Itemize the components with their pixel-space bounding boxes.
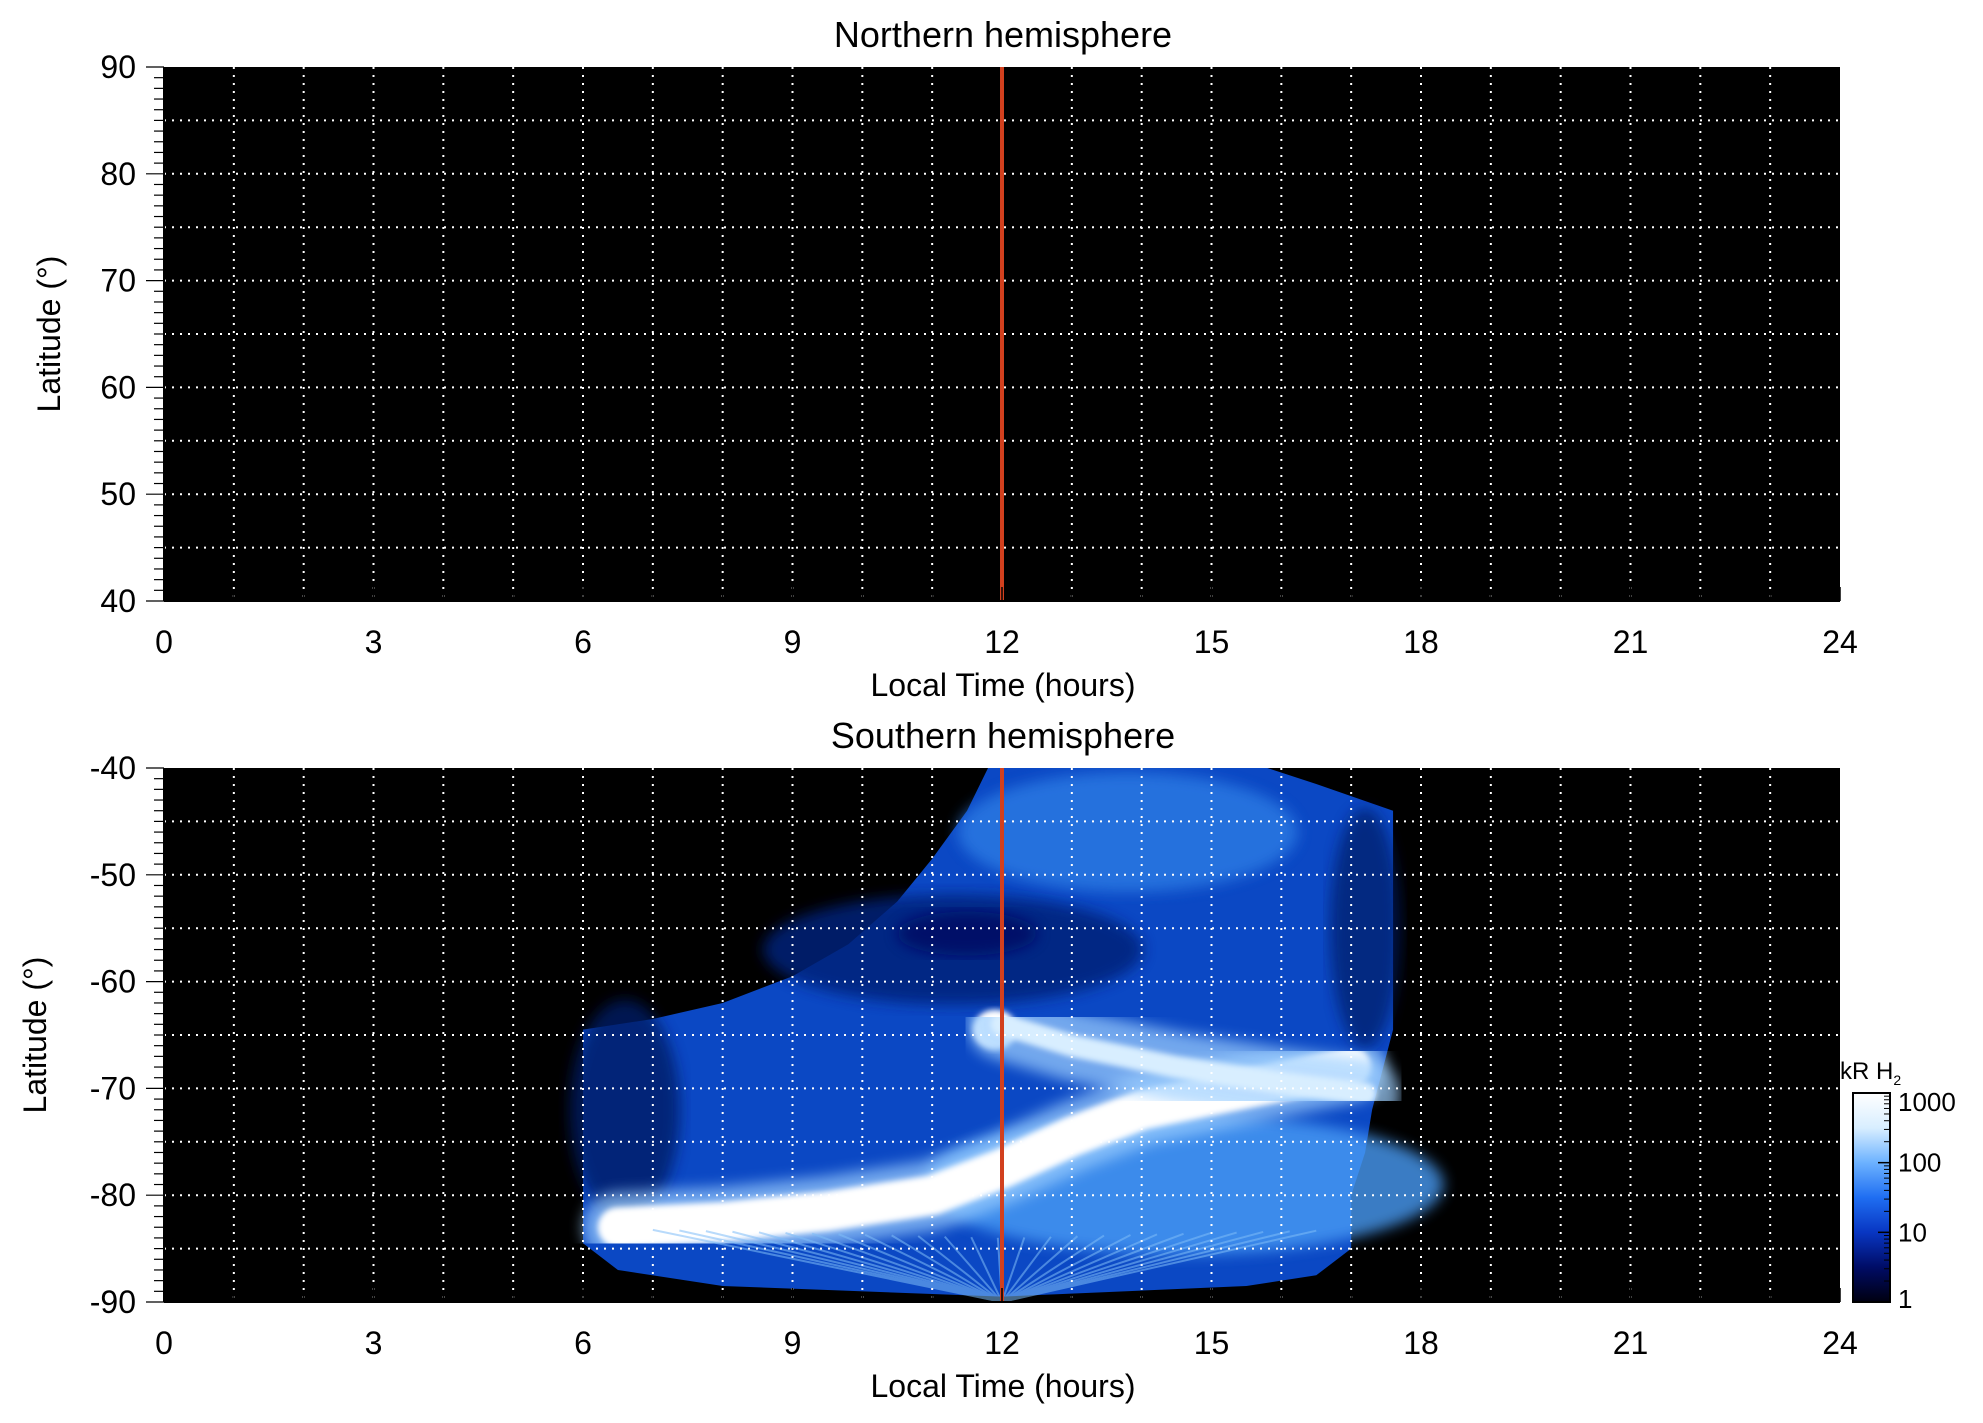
x-tick-label: 12 <box>984 1325 1020 1361</box>
streak <box>1001 1232 1211 1302</box>
colorbar-label: kR H2 <box>1840 1058 1901 1088</box>
polar-streaks <box>652 1228 1317 1302</box>
streak <box>1001 1235 1079 1302</box>
y-axis-label: Latitude (°) <box>17 957 53 1114</box>
x-tick-label: 3 <box>365 1325 383 1361</box>
y-tick-label: -40 <box>90 750 136 786</box>
x-tick-label: 24 <box>1822 1325 1858 1361</box>
x-tick-label: 9 <box>784 624 802 660</box>
streak <box>838 1233 1003 1302</box>
grid-lines <box>164 67 1840 601</box>
y-axis: 40 50 60 70 80 90 <box>100 49 165 619</box>
streak <box>891 1234 1003 1302</box>
streak <box>705 1230 1003 1302</box>
dawn-limb <box>569 999 680 1220</box>
streak <box>811 1232 1003 1302</box>
x-tick-label: 15 <box>1194 624 1230 660</box>
emission-layer <box>569 768 1444 1302</box>
streak <box>864 1233 1003 1302</box>
x-tick-label: 18 <box>1403 1325 1439 1361</box>
southern-hemisphere-panel: Southern hemisphere 0 3 6 9 12 15 18 21 24 -40 -5… <box>17 715 1858 1404</box>
low-emission-patch <box>897 911 1038 956</box>
northern-hemisphere-panel: Northern hemisphere 0 3 6 9 12 15 18 21 24 40 50 6… <box>31 14 1858 703</box>
y-tick-label: -90 <box>90 1284 136 1320</box>
streak <box>758 1231 1003 1302</box>
colorbar-tick-label: 10 <box>1898 1217 1927 1247</box>
x-tick-label: 21 <box>1613 1325 1649 1361</box>
x-tick-label: 15 <box>1194 1325 1230 1361</box>
x-axis-label: Local Time (hours) <box>871 667 1136 703</box>
streak <box>1001 1233 1158 1302</box>
colorbar-ramp <box>1852 1092 1891 1303</box>
colorbar-ticks: 1000 100 10 1 <box>1878 1087 1956 1314</box>
streak <box>970 1236 1003 1302</box>
y-tick-label: -80 <box>90 1177 136 1213</box>
streak <box>1001 1234 1131 1302</box>
x-tick-label: 24 <box>1822 624 1858 660</box>
x-tick-label: 3 <box>365 624 383 660</box>
colorbar-label-subscript: 2 <box>1893 1072 1901 1088</box>
x-tick-label: 9 <box>784 1325 802 1361</box>
grid-lines <box>164 768 1840 1302</box>
x-tick-label: 21 <box>1613 624 1649 660</box>
colorbar-label-main: kR H <box>1840 1058 1893 1085</box>
y-tick-label: 90 <box>100 49 136 85</box>
colorbar-tick-label: 1000 <box>1898 1087 1956 1117</box>
x-tick-label: 0 <box>155 624 173 660</box>
x-axis: 0 3 6 9 12 15 18 21 24 <box>155 587 1858 660</box>
y-tick-label: 50 <box>100 476 136 512</box>
dusk-arc <box>991 1013 1377 1105</box>
y-tick-label: -70 <box>90 1070 136 1106</box>
chart-title: Southern hemisphere <box>831 715 1175 756</box>
x-tick-label: 18 <box>1403 624 1439 660</box>
y-axis: -40 -50 -60 -70 -80 -90 <box>90 750 165 1320</box>
chart-title: Northern hemisphere <box>834 14 1172 55</box>
streak <box>1001 1234 1105 1302</box>
dayside-glow <box>957 772 1298 893</box>
y-tick-label: -60 <box>90 964 136 1000</box>
y-tick-label: 70 <box>100 263 136 299</box>
colorbar: kR H2 1000 100 10 1 <box>1840 1058 1956 1314</box>
streak <box>1001 1236 1052 1302</box>
y-tick-label: -50 <box>90 857 136 893</box>
streak <box>1001 1231 1237 1302</box>
y-tick-label: 60 <box>100 369 136 405</box>
y-tick-label: 80 <box>100 156 136 192</box>
x-axis: 0 3 6 9 12 15 18 21 24 <box>155 1288 1858 1361</box>
streak <box>1001 1232 1184 1302</box>
colorbar-tick-label: 1 <box>1898 1284 1912 1314</box>
x-tick-label: 6 <box>574 1325 592 1361</box>
x-tick-label: 6 <box>574 624 592 660</box>
colorbar-tick-label: 100 <box>1898 1148 1941 1178</box>
x-tick-label: 12 <box>984 624 1020 660</box>
streak <box>785 1232 1003 1302</box>
streak <box>943 1235 1003 1302</box>
streak <box>732 1230 1003 1302</box>
y-axis-label: Latitude (°) <box>31 256 67 413</box>
y-tick-label: 40 <box>100 583 136 619</box>
x-tick-label: 0 <box>155 1325 173 1361</box>
streak <box>1001 1229 1317 1302</box>
x-axis-label: Local Time (hours) <box>871 1368 1136 1404</box>
streak <box>917 1235 1003 1302</box>
